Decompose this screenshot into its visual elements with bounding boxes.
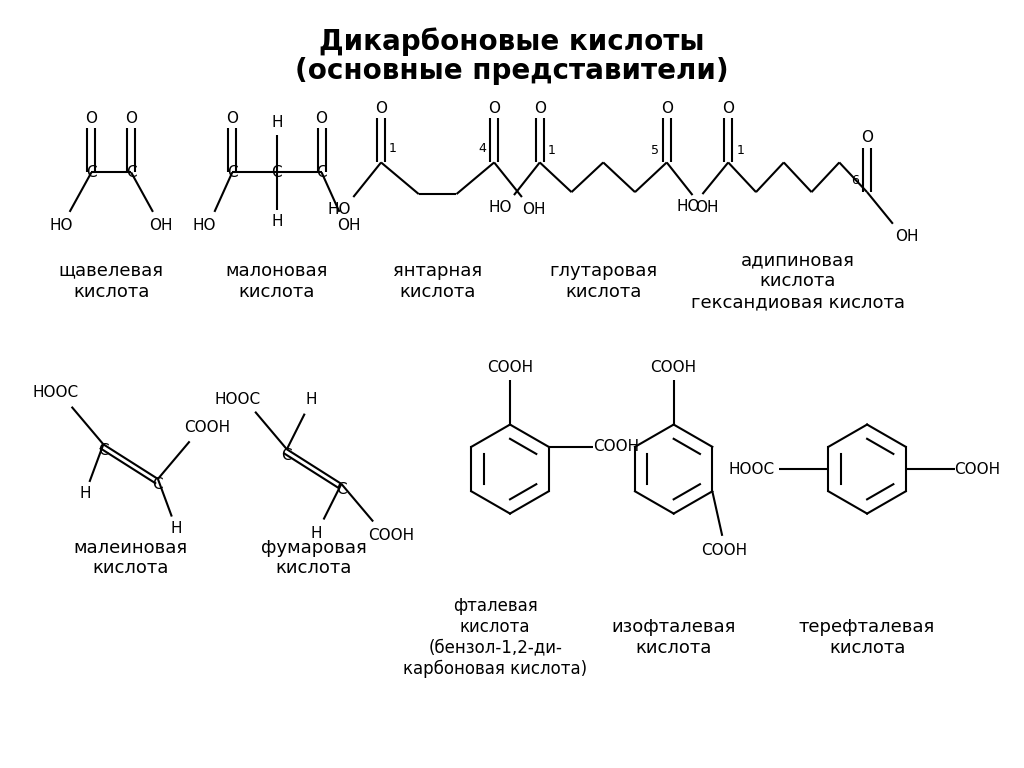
Text: C: C	[282, 448, 292, 462]
Text: COOH: COOH	[184, 420, 230, 435]
Text: глутаровая
кислота: глутаровая кислота	[549, 262, 657, 300]
Text: O: O	[315, 111, 328, 127]
Text: H: H	[271, 214, 283, 230]
Text: C: C	[271, 165, 283, 180]
Text: C: C	[153, 478, 163, 492]
Text: O: O	[85, 111, 97, 127]
Text: HO: HO	[193, 218, 216, 233]
Text: OH: OH	[694, 200, 718, 216]
Text: адипиновая
кислота
гександиовая кислота: адипиновая кислота гександиовая кислота	[690, 251, 904, 311]
Text: O: O	[488, 101, 500, 115]
Text: 5: 5	[651, 144, 658, 157]
Text: C: C	[126, 165, 136, 180]
Text: O: O	[534, 101, 546, 115]
Text: OH: OH	[522, 203, 546, 217]
Text: COOH: COOH	[593, 439, 639, 455]
Text: 6: 6	[851, 174, 859, 187]
Text: COOH: COOH	[701, 543, 748, 558]
Text: Дикарбоновые кислоты: Дикарбоновые кислоты	[319, 28, 705, 56]
Text: малоновая
кислота: малоновая кислота	[225, 262, 328, 300]
Text: терефталевая
кислота: терефталевая кислота	[799, 617, 935, 657]
Text: H: H	[306, 392, 317, 407]
Text: фумаровая
кислота: фумаровая кислота	[261, 538, 367, 578]
Text: C: C	[336, 482, 347, 498]
Text: малеиновая
кислота: малеиновая кислота	[73, 538, 187, 578]
Text: HO: HO	[488, 200, 512, 216]
Text: OH: OH	[150, 218, 173, 233]
Text: H: H	[80, 486, 91, 502]
Text: OH: OH	[895, 229, 919, 244]
Text: 1: 1	[389, 142, 397, 155]
Text: (основные представители): (основные представители)	[295, 58, 729, 85]
Text: C: C	[98, 443, 109, 458]
Text: янтарная
кислота: янтарная кислота	[393, 262, 482, 300]
Text: HOOC: HOOC	[214, 392, 260, 407]
Text: C: C	[86, 165, 96, 180]
Text: C: C	[316, 165, 327, 180]
Text: O: O	[125, 111, 137, 127]
Text: O: O	[660, 101, 673, 115]
Text: HO: HO	[50, 218, 74, 233]
Text: COOH: COOH	[487, 359, 534, 375]
Text: H: H	[311, 526, 323, 541]
Text: HOOC: HOOC	[728, 462, 774, 477]
Text: щавелевая
кислота: щавелевая кислота	[58, 262, 164, 300]
Text: изофталевая
кислота: изофталевая кислота	[611, 617, 736, 657]
Text: 1: 1	[548, 144, 556, 157]
Text: HOOC: HOOC	[33, 386, 79, 400]
Text: COOH: COOH	[368, 528, 414, 543]
Text: HO: HO	[677, 200, 700, 214]
Text: O: O	[375, 101, 387, 115]
Text: COOH: COOH	[954, 462, 1000, 477]
Text: C: C	[227, 165, 238, 180]
Text: HO: HO	[328, 203, 351, 217]
Text: H: H	[170, 521, 181, 536]
Text: фталевая
кислота
(бензол-1,2-ди-
карбоновая кислота): фталевая кислота (бензол-1,2-ди- карбоно…	[403, 597, 587, 677]
Text: O: O	[226, 111, 239, 127]
Text: O: O	[861, 131, 873, 145]
Text: OH: OH	[338, 218, 361, 233]
Text: 4: 4	[478, 142, 486, 155]
Text: COOH: COOH	[650, 359, 696, 375]
Text: O: O	[722, 101, 734, 115]
Text: H: H	[271, 115, 283, 131]
Text: 1: 1	[736, 144, 744, 157]
